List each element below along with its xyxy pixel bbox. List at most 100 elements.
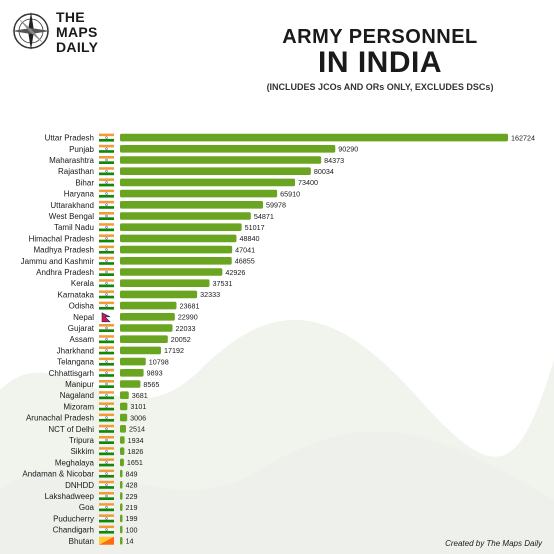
bar <box>120 436 125 444</box>
india-flag-icon <box>99 189 114 193</box>
india-flag-icon <box>99 178 114 182</box>
india-flag-icon <box>98 136 115 140</box>
bar-value-label: 84373 <box>324 156 344 165</box>
india-flag-icon <box>105 158 108 162</box>
bar <box>120 537 123 545</box>
bar-value-label: 59978 <box>266 201 286 210</box>
india-flag-icon <box>105 136 108 139</box>
category-label: NCT of Delhi <box>48 425 94 434</box>
bar-value-label: 51017 <box>245 223 265 232</box>
category-label: Chhattisgarh <box>49 369 94 378</box>
bar <box>120 481 123 489</box>
bar <box>120 335 168 343</box>
india-flag-icon <box>99 262 114 265</box>
india-flag-icon <box>99 396 114 400</box>
category-label: Nagaland <box>60 391 94 400</box>
india-flag-icon <box>105 360 108 363</box>
chart-title-line1: ARMY PERSONNEL <box>282 26 478 48</box>
india-flag-icon <box>99 362 114 366</box>
bar <box>120 525 123 534</box>
india-flag-icon <box>99 424 114 428</box>
category-label: Punjab <box>69 145 94 154</box>
india-flag-icon <box>99 206 114 209</box>
bar-value-label: 3101 <box>130 402 146 411</box>
india-flag-icon <box>99 306 114 310</box>
india-flag-icon <box>105 483 108 486</box>
category-label: Andhra Pradesh <box>36 268 94 277</box>
bar-value-label: 32333 <box>200 290 220 299</box>
bar <box>120 189 278 198</box>
category-label: Madhya Pradesh <box>34 246 94 255</box>
india-flag-icon <box>98 337 115 341</box>
india-flag-icon <box>99 150 114 153</box>
india-flag-icon <box>99 447 114 450</box>
bar-value-label: 20052 <box>171 335 191 344</box>
india-flag-icon <box>99 525 114 529</box>
category-label: Puducherry <box>53 514 94 523</box>
india-flag-icon <box>99 402 114 406</box>
india-flag-icon <box>98 438 115 442</box>
bar-value-label: 10798 <box>149 357 169 366</box>
india-flag-icon <box>99 458 114 462</box>
india-flag-icon <box>105 181 108 184</box>
bar-value-label: 54871 <box>254 212 274 221</box>
india-flag-icon <box>105 394 108 397</box>
india-flag-icon <box>99 329 114 332</box>
category-label: Sikkim <box>70 447 94 456</box>
category-label: Karnataka <box>58 290 95 299</box>
category-label: Nepal <box>73 313 94 322</box>
india-flag-icon <box>99 452 114 456</box>
bar <box>120 223 242 231</box>
category-label: Uttarakhand <box>50 201 94 210</box>
india-flag-icon <box>105 382 108 386</box>
india-flag-icon <box>99 156 114 159</box>
india-flag-icon <box>99 223 114 226</box>
india-flag-icon <box>99 335 114 338</box>
category-label: Maharashtra <box>49 156 94 165</box>
category-label: Goa <box>79 503 95 512</box>
india-flag-icon <box>99 519 114 523</box>
category-label: Andaman & Nicobar <box>22 470 94 479</box>
india-flag-icon <box>105 427 108 430</box>
india-flag-icon <box>105 237 108 240</box>
india-flag-icon <box>105 371 108 375</box>
bar <box>120 346 161 355</box>
india-flag-icon <box>99 268 114 271</box>
india-flag-icon <box>99 144 114 148</box>
bhutan-flag-icon <box>99 536 114 545</box>
india-flag-icon <box>99 346 114 350</box>
india-flag-icon <box>99 138 114 142</box>
india-flag-icon <box>99 324 114 327</box>
bar <box>120 290 198 299</box>
india-flag-icon <box>99 228 114 232</box>
chart-title-line2: IN INDIA <box>318 46 442 79</box>
category-label: Manipur <box>65 380 94 389</box>
bar-value-label: 3681 <box>132 391 148 400</box>
india-flag-icon <box>99 295 114 299</box>
india-flag-icon <box>105 494 108 498</box>
bar <box>120 503 123 511</box>
brand-line: MAPS <box>56 24 98 40</box>
india-flag-icon <box>98 281 115 285</box>
india-flag-icon <box>99 357 114 361</box>
bar <box>120 391 129 399</box>
bar <box>120 257 232 265</box>
category-label: Odisha <box>69 302 95 311</box>
bar-chart: Uttar Pradesh 162724 Punjab 90290 Maharashtr… <box>21 133 535 546</box>
india-flag-icon <box>105 281 108 285</box>
india-flag-icon <box>99 194 114 198</box>
bar-value-label: 1651 <box>127 458 143 467</box>
category-label: Arunachal Pradesh <box>26 414 94 423</box>
india-flag-icon <box>99 413 114 417</box>
bar-value-label: 80034 <box>314 167 334 176</box>
india-flag-icon <box>99 284 114 288</box>
india-flag-icon <box>105 259 108 263</box>
bar-value-label: 1826 <box>127 447 143 456</box>
india-flag-icon <box>99 441 114 444</box>
india-flag-icon <box>99 469 114 473</box>
category-label: Mizoram <box>63 402 94 411</box>
india-flag-icon <box>98 147 115 151</box>
india-flag-icon <box>99 407 114 411</box>
category-label: Bhutan <box>69 537 94 546</box>
brand-line: THE <box>56 9 85 25</box>
